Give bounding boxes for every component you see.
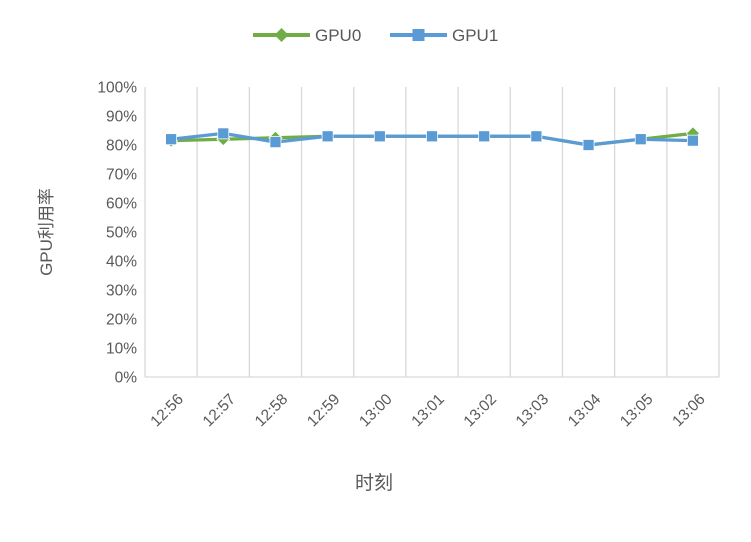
x-tick-label: 12:58 — [252, 391, 291, 430]
x-tick-label: 12:59 — [304, 391, 343, 430]
y-tick-label: 30% — [106, 283, 137, 300]
marker-square-gpu1 — [687, 134, 699, 147]
x-tick-label: 13:01 — [408, 391, 447, 430]
marker-square-gpu1 — [165, 133, 177, 146]
legend-label: GPU1 — [452, 26, 498, 45]
y-tick-label: 60% — [106, 196, 137, 213]
marker-square-gpu1 — [269, 136, 282, 148]
x-tick-label: 13:05 — [617, 391, 656, 430]
x-tick-label: 13:03 — [513, 391, 552, 430]
x-tick-label: 13:02 — [461, 391, 500, 430]
legend-item-gpu1: GPU1 — [390, 26, 498, 45]
y-tick-label: 50% — [106, 225, 137, 242]
marker-square-gpu1 — [426, 130, 438, 143]
marker-square-gpu1 — [478, 130, 491, 143]
y-tick-label: 40% — [106, 254, 137, 271]
x-axis-title: 时刻 — [355, 472, 393, 494]
legend-item-gpu0: GPU0 — [253, 26, 361, 45]
x-tick-label: 12:57 — [200, 391, 239, 430]
y-tick-label: 90% — [106, 109, 137, 126]
x-tick-label: 12:56 — [147, 391, 186, 430]
marker-square-gpu1 — [530, 130, 543, 143]
y-tick-label: 0% — [115, 370, 138, 387]
x-tick-label: 13:00 — [356, 391, 396, 431]
y-tick-label: 70% — [106, 167, 137, 184]
marker-square-gpu1 — [217, 127, 230, 140]
y-axis-title: GPU利用率 — [37, 188, 56, 276]
x-tick-label: 13:06 — [669, 391, 708, 430]
y-tick-label: 10% — [106, 341, 137, 358]
marker-square-gpu1 — [321, 130, 334, 143]
marker-square-gpu1 — [634, 133, 647, 146]
legend-marker-diamond — [274, 28, 289, 42]
legend-label: GPU0 — [315, 26, 361, 45]
x-tick-label: 13:04 — [565, 391, 605, 431]
y-tick-label: 100% — [97, 80, 137, 97]
y-tick-label: 20% — [106, 312, 137, 329]
marker-square-gpu1 — [582, 139, 595, 151]
y-tick-label: 80% — [106, 138, 137, 155]
marker-square-gpu1 — [373, 130, 386, 143]
legend-marker-square — [412, 29, 425, 41]
